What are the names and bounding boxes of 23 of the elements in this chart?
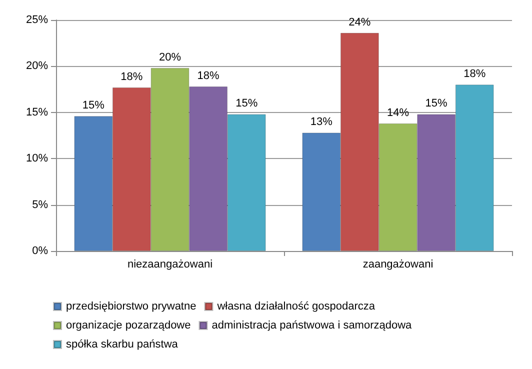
legend-label: organizacje pozarządowe: [66, 320, 191, 332]
data-label: 20%: [158, 52, 182, 64]
data-label: 15%: [82, 100, 105, 112]
legend-label: własna działalność gospodarcza: [216, 300, 376, 312]
data-label: 18%: [464, 68, 486, 80]
x-tick-label: niezaangażowani: [127, 258, 213, 270]
data-label: 15%: [236, 98, 258, 110]
data-label: 13%: [310, 116, 333, 128]
data-label: 15%: [425, 98, 448, 110]
legend-label: przedsiębiorstwo prywatne: [66, 300, 196, 312]
y-tick-label: 5%: [32, 198, 48, 211]
data-label: 18%: [197, 70, 220, 82]
y-tick-label: 25%: [26, 14, 48, 26]
y-tick-label: 0%: [32, 245, 48, 257]
legend-label: spółka skarbu państwa: [66, 338, 179, 350]
legend-label: administracja państwowa i samorządowa: [212, 320, 413, 332]
data-label: 24%: [348, 16, 371, 28]
data-label: 14%: [386, 106, 410, 119]
y-tick-label: 20%: [26, 60, 48, 72]
y-tick-label: 15%: [26, 106, 48, 118]
y-tick-label: 10%: [26, 152, 48, 165]
data-label: 18%: [120, 70, 143, 83]
x-tick-label: zaangażowani: [362, 258, 434, 270]
